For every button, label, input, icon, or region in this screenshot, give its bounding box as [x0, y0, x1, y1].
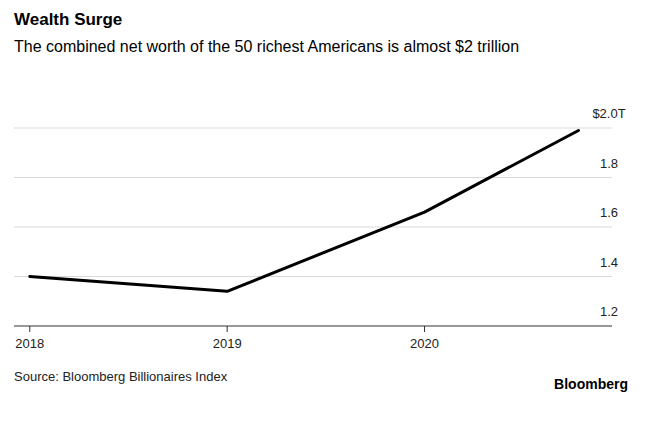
- subtitle: The combined net worth of the 50 richest…: [14, 38, 519, 55]
- chart: Wealth Surge The combined net worth of th…: [0, 0, 645, 426]
- plot-area: [30, 130, 579, 291]
- data-line: [30, 130, 579, 291]
- grid-line: [14, 227, 612, 228]
- y-tick-label: 1.4: [600, 255, 618, 270]
- y-tick-label: 1.6: [600, 205, 618, 220]
- title: Wealth Surge: [14, 10, 122, 29]
- x-tick-label: 2020: [410, 336, 439, 351]
- y-tick-label: 1.2: [600, 304, 618, 319]
- grid-line: [14, 177, 612, 178]
- x-tick: [29, 326, 30, 332]
- x-tick: [424, 326, 425, 332]
- x-tick-label: 2018: [15, 336, 44, 351]
- source: Source: Bloomberg Billionaires Index: [14, 369, 228, 384]
- x-tick: [227, 326, 228, 332]
- grid-line: [14, 276, 612, 277]
- x-axis-line: [14, 325, 612, 326]
- y-tick-label: $2.0T: [592, 106, 625, 121]
- x-tick-label: 2019: [213, 336, 242, 351]
- y-tick-label: 1.8: [600, 156, 618, 171]
- grid-line: [14, 128, 612, 129]
- credit: Bloomberg: [554, 376, 628, 392]
